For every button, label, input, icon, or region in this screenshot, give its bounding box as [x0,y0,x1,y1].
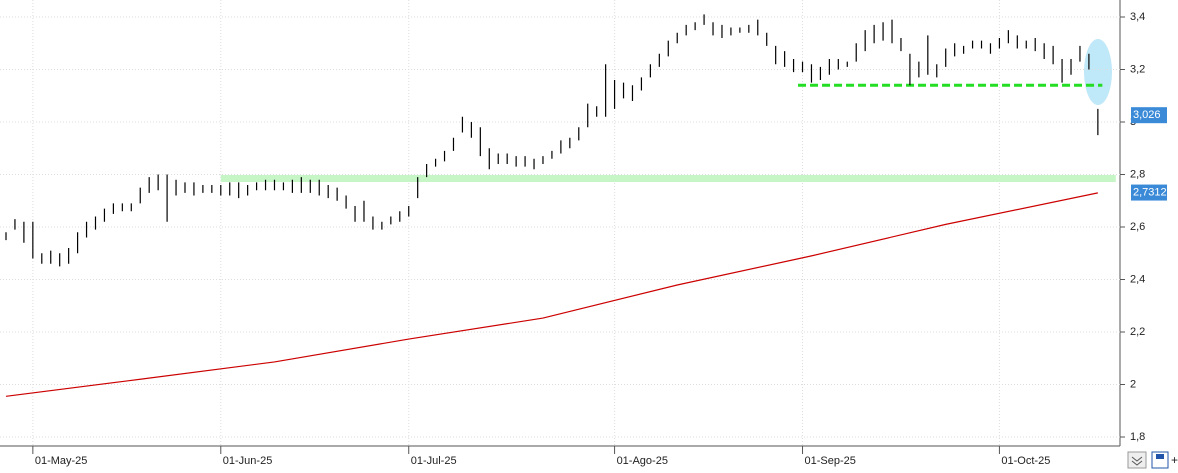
y-tick-label: 2,2 [1130,326,1145,338]
x-tick-label: 01-Jul-25 [411,455,457,467]
y-tick-label: 2,4 [1130,273,1145,285]
icon [1131,456,1143,466]
x-tick-label: 01-May-25 [35,455,88,467]
highlight [1084,39,1112,105]
price-label-box [1131,107,1167,124]
icon: + [1171,453,1178,467]
moving-average [5,192,1098,397]
y-tick-label: 2 [1130,378,1136,390]
x-tick-label: 01-Oct-25 [1001,455,1050,467]
x-tick-label: 01-Ago-25 [617,455,668,467]
x-tick-label: 01-Sep-25 [805,455,856,467]
price-label: 3,026 [1133,109,1161,121]
y-tick-label: 1,8 [1130,431,1145,443]
x-tick-label: 01-Jun-25 [223,455,273,467]
price-label: 2,7312 [1133,186,1167,198]
price-label-box [1131,184,1167,201]
y-tick-label: 3,2 [1130,63,1145,75]
icon [1156,454,1164,459]
toolbar: + [1127,451,1178,469]
y-tick-label: 3,4 [1130,11,1145,23]
y-tick-label: 2,6 [1130,221,1145,233]
button[interactable] [1127,451,1147,469]
y-tick-label: 2,8 [1130,168,1145,180]
